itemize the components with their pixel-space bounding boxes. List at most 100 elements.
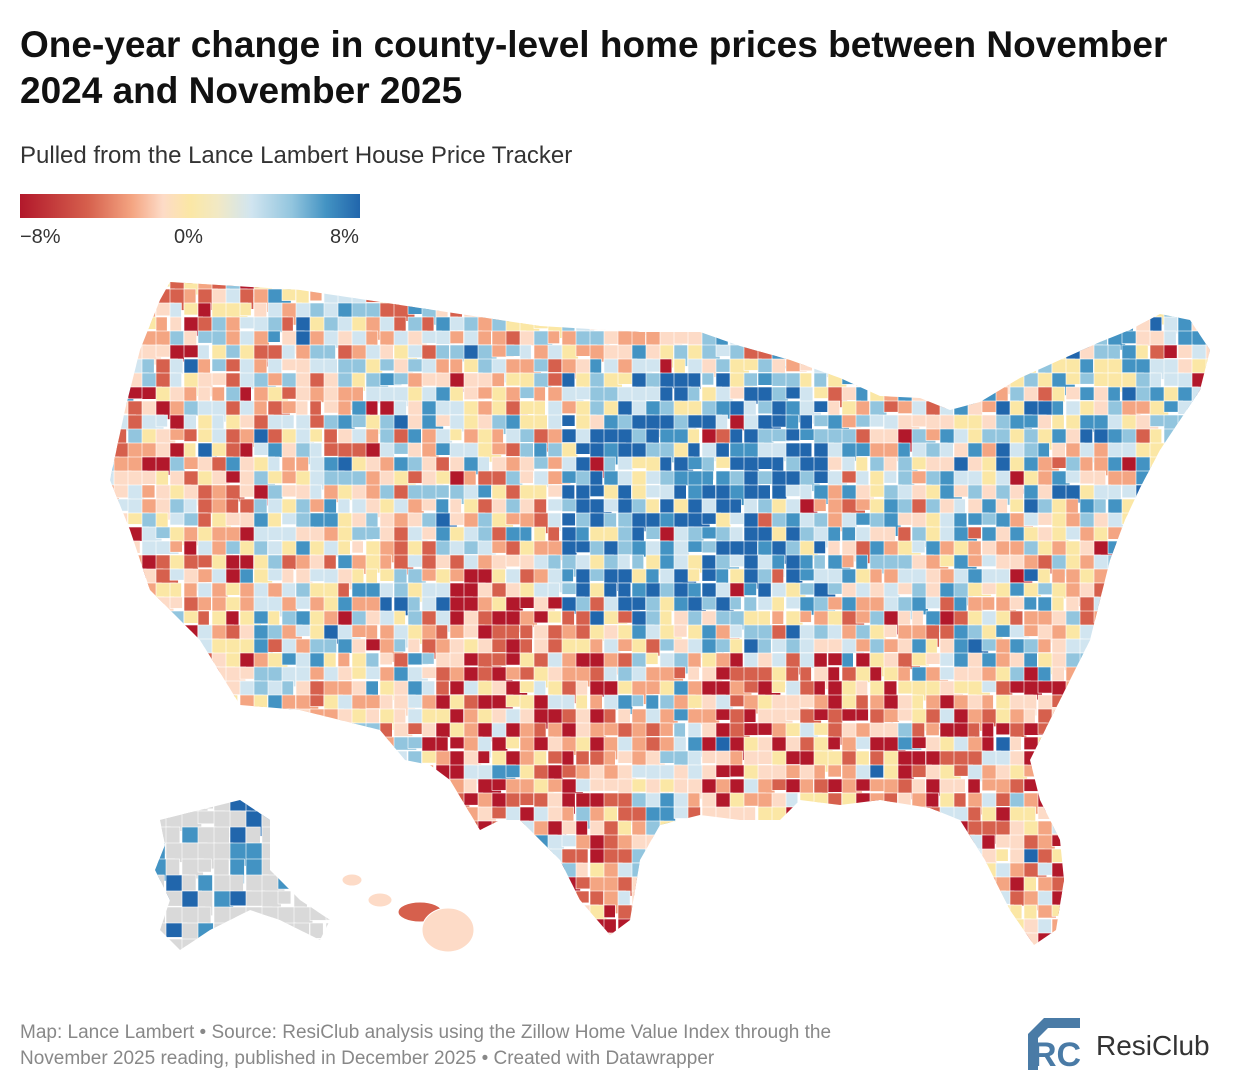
county-cell[interactable]: [309, 890, 333, 912]
county-cell[interactable]: [1093, 470, 1106, 488]
county-cell[interactable]: [855, 890, 869, 912]
county-cell[interactable]: [337, 932, 355, 952]
county-cell[interactable]: [1177, 876, 1197, 890]
county-cell[interactable]: [421, 288, 435, 301]
county-cell[interactable]: [169, 722, 193, 747]
county-cell[interactable]: [337, 736, 351, 757]
county-cell[interactable]: [421, 764, 434, 786]
county-cell[interactable]: [1121, 848, 1140, 868]
county-cell[interactable]: [897, 680, 915, 695]
county-cell[interactable]: [1135, 526, 1149, 540]
county-cell[interactable]: [407, 275, 423, 295]
county-cell[interactable]: [533, 862, 556, 876]
county-cell[interactable]: [1065, 722, 1087, 736]
county-cell[interactable]: [939, 288, 955, 309]
county-cell[interactable]: [1107, 554, 1121, 570]
county-cell[interactable]: [1163, 540, 1179, 555]
county-cell[interactable]: [1191, 834, 1206, 857]
county-cell[interactable]: [757, 330, 779, 349]
county-cell[interactable]: [408, 947, 431, 970]
county-cell[interactable]: [1163, 275, 1186, 291]
county-cell[interactable]: [1205, 750, 1223, 776]
county-cell[interactable]: [883, 848, 900, 866]
county-cell[interactable]: [1163, 778, 1186, 801]
county-cell[interactable]: [533, 302, 551, 324]
county-cell[interactable]: [150, 938, 164, 955]
county-cell[interactable]: [261, 810, 284, 829]
county-cell[interactable]: [449, 275, 465, 287]
county-cell[interactable]: [687, 442, 701, 460]
county-cell[interactable]: [813, 890, 827, 908]
county-cell[interactable]: [855, 316, 868, 331]
county-cell[interactable]: [659, 890, 680, 905]
county-cell[interactable]: [197, 526, 214, 543]
county-cell[interactable]: [337, 806, 359, 826]
county-cell[interactable]: [1121, 680, 1145, 700]
county-cell[interactable]: [757, 722, 774, 736]
county-cell[interactable]: [743, 932, 764, 955]
county-cell[interactable]: [1220, 415, 1239, 429]
county-cell[interactable]: [1121, 890, 1143, 913]
county-cell[interactable]: [883, 358, 905, 377]
county-cell[interactable]: [939, 890, 957, 913]
county-cell[interactable]: [1093, 275, 1109, 297]
county-cell[interactable]: [1205, 708, 1228, 729]
county-cell[interactable]: [1220, 933, 1240, 953]
county-cell[interactable]: [813, 848, 836, 863]
county-cell[interactable]: [1149, 275, 1164, 294]
county-cell[interactable]: [603, 288, 624, 312]
county-cell[interactable]: [323, 554, 337, 571]
county-cell[interactable]: [968, 947, 987, 966]
county-cell[interactable]: [1220, 289, 1240, 313]
county-cell[interactable]: [309, 922, 324, 939]
county-cell[interactable]: [449, 848, 466, 862]
county-cell[interactable]: [1220, 457, 1239, 475]
county-cell[interactable]: [1163, 624, 1184, 643]
county-cell[interactable]: [1205, 666, 1221, 688]
county-cell[interactable]: [268, 947, 280, 970]
county-cell[interactable]: [911, 330, 932, 351]
county-cell[interactable]: [1191, 848, 1206, 872]
county-cell[interactable]: [239, 736, 262, 759]
county-cell[interactable]: [1051, 736, 1073, 755]
county-cell[interactable]: [589, 834, 607, 851]
county-cell[interactable]: [575, 275, 600, 289]
county-cell[interactable]: [1037, 932, 1056, 945]
county-cell[interactable]: [1051, 764, 1076, 784]
county-cell[interactable]: [1107, 652, 1130, 670]
county-cell[interactable]: [323, 610, 339, 626]
county-cell[interactable]: [1150, 947, 1167, 967]
county-cell[interactable]: [799, 275, 824, 287]
county-cell[interactable]: [141, 275, 164, 290]
county-cell[interactable]: [715, 932, 736, 951]
county-cell[interactable]: [1024, 947, 1042, 966]
county-cell[interactable]: [239, 302, 252, 316]
county-cell[interactable]: [155, 736, 176, 760]
county-cell[interactable]: [631, 275, 649, 298]
county-cell[interactable]: [1107, 540, 1122, 555]
county-cell[interactable]: [743, 750, 761, 768]
county-cell[interactable]: [239, 722, 260, 744]
county-cell[interactable]: [785, 918, 808, 942]
county-cell[interactable]: [1121, 302, 1136, 321]
county-cell[interactable]: [757, 316, 771, 340]
county-cell[interactable]: [1149, 722, 1168, 738]
county-cell[interactable]: [183, 498, 198, 514]
county-cell[interactable]: [617, 288, 633, 308]
county-cell[interactable]: [1220, 625, 1238, 637]
county-cell[interactable]: [169, 638, 188, 659]
county-cell[interactable]: [169, 764, 190, 777]
county-cell[interactable]: [1009, 344, 1023, 359]
county-cell[interactable]: [1135, 288, 1148, 311]
county-cell[interactable]: [261, 922, 284, 939]
county-cell[interactable]: [1079, 680, 1096, 701]
county-cell[interactable]: [869, 764, 884, 779]
county-cell[interactable]: [982, 947, 997, 965]
county-cell[interactable]: [813, 330, 830, 351]
county-cell[interactable]: [155, 722, 169, 746]
county-cell[interactable]: [827, 344, 841, 360]
county-cell[interactable]: [883, 904, 907, 927]
county-cell[interactable]: [1205, 848, 1221, 865]
county-cell[interactable]: [463, 358, 480, 373]
county-cell[interactable]: [1220, 373, 1232, 389]
